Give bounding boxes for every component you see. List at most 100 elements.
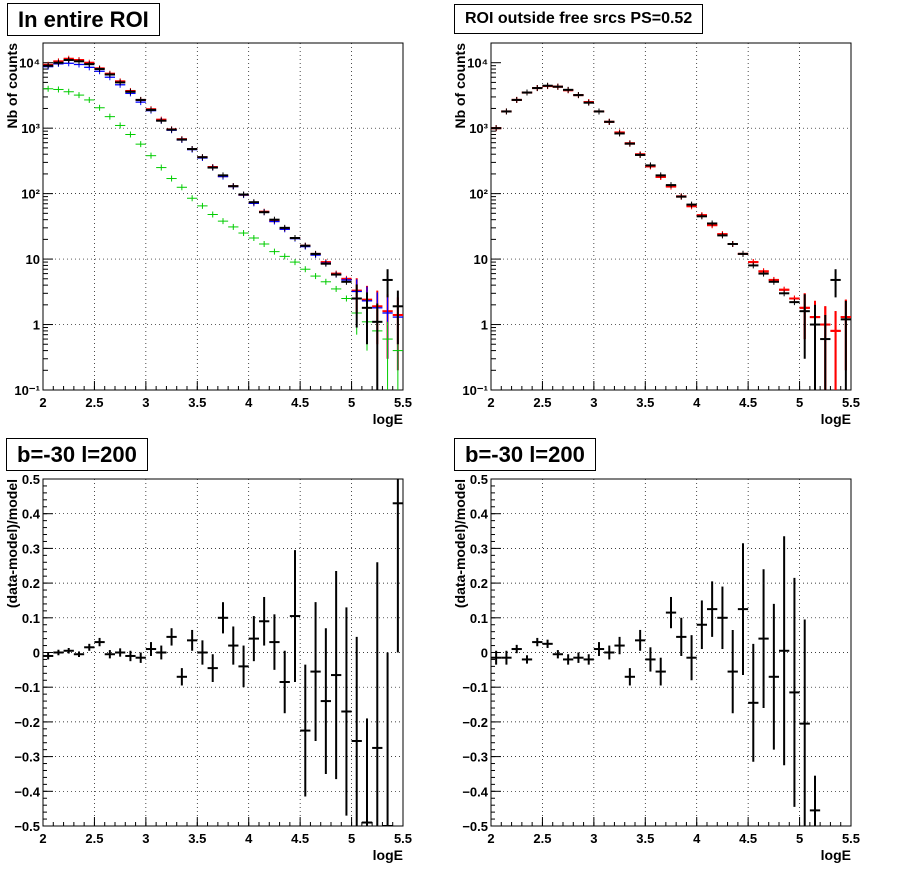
data-point [655, 172, 666, 179]
y-tick-label: 0.5 [470, 472, 488, 487]
data-point [300, 266, 311, 273]
data-point [217, 602, 229, 634]
data-point [125, 650, 136, 662]
x-tick-label: 4 [693, 831, 701, 846]
x-tick-label: 5 [348, 395, 355, 410]
data-point [217, 218, 229, 225]
x-tick-label: 4.5 [739, 395, 757, 410]
data-point [655, 657, 666, 686]
data-point [115, 122, 126, 129]
data-point [532, 637, 543, 647]
x-tick-label: 5.5 [394, 831, 412, 846]
data-point [789, 299, 800, 306]
data-point [341, 295, 352, 302]
y-tick-label: 0.3 [470, 541, 488, 556]
data-point [748, 262, 759, 269]
data-point [228, 183, 239, 190]
data-point [207, 164, 218, 171]
data-point [573, 652, 584, 663]
data-point [830, 311, 841, 390]
data-point [799, 619, 810, 826]
y-tick-label: 10⁴ [19, 56, 40, 71]
data-point [768, 278, 779, 285]
y-tick-label: 0.1 [470, 611, 488, 626]
data-point [145, 642, 157, 656]
data-point [758, 569, 769, 709]
data-point [228, 626, 239, 665]
data-point [351, 636, 362, 826]
x-tick-label: 4 [693, 395, 701, 410]
data-point [737, 543, 749, 676]
y-axis-title: Nb of counts [4, 43, 20, 129]
data-point [289, 550, 301, 682]
x-tick-label: 3.5 [636, 831, 654, 846]
data-point [166, 628, 177, 646]
data-point [166, 175, 177, 182]
x-tick-label: 2 [39, 831, 46, 846]
data-point [289, 234, 301, 241]
data-point [624, 668, 635, 686]
x-tick-label: 3.5 [188, 395, 206, 410]
y-tick-label: 1 [481, 318, 488, 333]
y-tick-label: −0.1 [14, 680, 40, 695]
data-point [624, 140, 635, 147]
data-point [207, 211, 218, 218]
data-point [382, 321, 393, 390]
x-tick-label: 5 [348, 831, 355, 846]
data-point [491, 125, 502, 132]
x-tick-label: 2.5 [533, 831, 551, 846]
x-tick-label: 3 [590, 831, 597, 846]
data-point [207, 654, 218, 682]
y-axis-title: Nb of counts [452, 43, 468, 129]
data-point [156, 117, 167, 124]
data-point [320, 278, 331, 285]
data-point [748, 643, 759, 762]
data-point [310, 250, 321, 257]
data-point [43, 652, 54, 660]
data-point [176, 668, 187, 686]
data-point [331, 285, 342, 292]
panel-4-title: b=-30 l=200 [454, 438, 596, 471]
data-point [145, 152, 157, 159]
data-point [43, 62, 54, 69]
data-point [187, 195, 198, 202]
data-point [604, 645, 615, 660]
data-point [563, 86, 574, 93]
y-tick-label: −0.1 [462, 680, 488, 695]
data-point [351, 284, 362, 328]
data-point [125, 131, 136, 138]
data-point [392, 479, 403, 653]
x-tick-label: 4 [245, 395, 253, 410]
data-point [248, 199, 259, 206]
data-point [135, 652, 146, 663]
data-point [63, 88, 74, 95]
data-point [269, 614, 280, 670]
y-tick-label: −0.2 [14, 715, 40, 730]
data-point [361, 718, 373, 826]
data-point [501, 108, 512, 115]
plot-frame [490, 42, 852, 391]
y-tick-label: −0.3 [14, 750, 40, 765]
data-point [217, 172, 229, 179]
x-tick-label: 3 [590, 395, 597, 410]
data-point [645, 162, 656, 169]
y-tick-label: 0.2 [470, 576, 488, 591]
data-point [269, 216, 280, 223]
y-tick-label: 10³ [21, 121, 40, 136]
data-point [84, 96, 95, 103]
y-tick-label: 0.4 [22, 507, 41, 522]
y-tick-label: 0.3 [22, 541, 40, 556]
panel-4: 2 2.5 3 3.5 4 4.5 5 5.5 −0.5 −0.4 −0.3 −0.2 −0.1 0 0.1… [452, 472, 860, 863]
x-tick-label: 5.5 [842, 831, 860, 846]
data-point [310, 602, 321, 741]
data-point [665, 596, 677, 629]
x-tick-label: 3.5 [636, 395, 654, 410]
data-point [717, 232, 728, 239]
data-point [320, 628, 331, 774]
data-point [583, 99, 594, 106]
data-point [63, 647, 74, 654]
x-axis-title: logE [373, 411, 403, 427]
panel-2: 2 2.5 3 3.5 4 4.5 5 5.5 10⁻¹ 1 10 10² 10³ 10⁴ logE Nb o… [452, 42, 860, 427]
data-point [665, 182, 677, 189]
data-point [614, 130, 625, 137]
